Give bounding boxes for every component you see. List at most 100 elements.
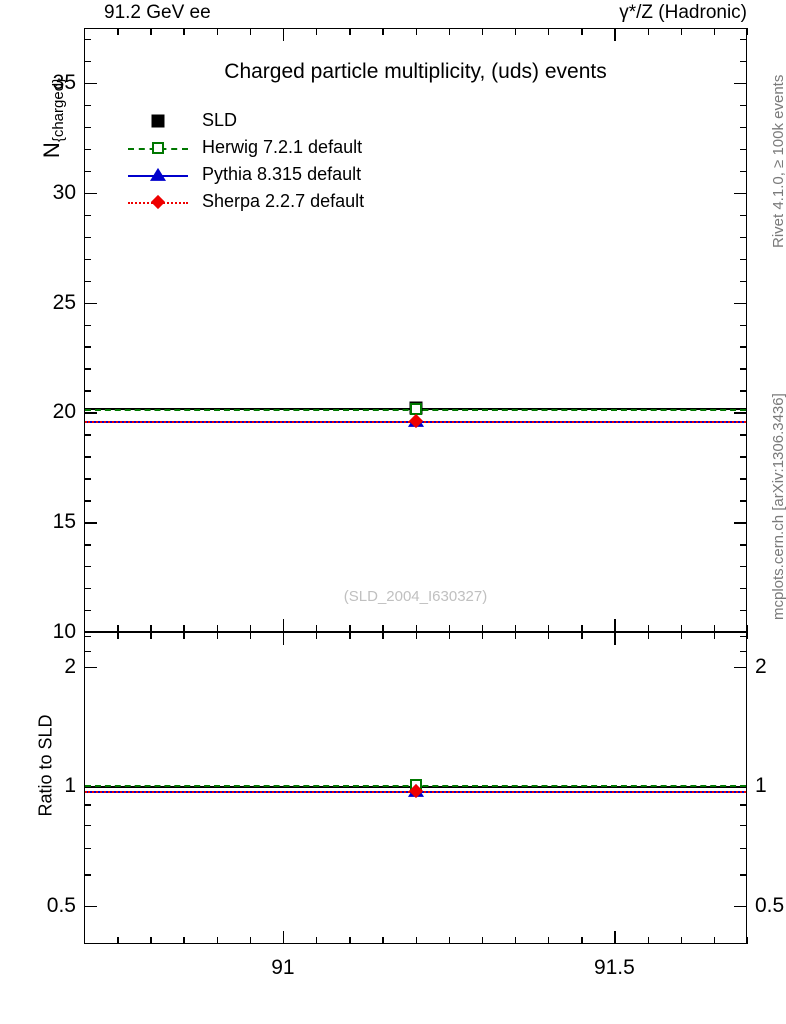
tick-mark	[84, 192, 97, 195]
tick-mark	[216, 632, 218, 639]
main-y-tick-label: 25	[52, 290, 76, 314]
tick-mark	[740, 126, 747, 129]
legend: SLD Herwig 7.2.1 default Pythia 8.315 defa…	[128, 108, 458, 216]
tick-mark	[249, 937, 252, 944]
tick-mark	[448, 28, 451, 35]
tick-mark	[481, 625, 484, 632]
tick-mark	[740, 60, 747, 63]
tick-mark	[84, 566, 91, 568]
tick-mark	[415, 632, 417, 639]
header-process: γ*/Z (Hadronic)	[619, 2, 747, 23]
tick-mark	[740, 478, 747, 480]
tick-mark	[349, 632, 351, 639]
legend-marker-filled-square	[151, 114, 165, 128]
tick-mark	[614, 931, 616, 944]
tick-mark	[84, 28, 86, 35]
tick-mark	[282, 632, 285, 645]
tick-mark	[734, 82, 747, 85]
tick-mark	[84, 38, 91, 41]
tick-mark	[740, 236, 747, 239]
tick-mark	[740, 390, 747, 392]
legend-label: Pythia 8.315 default	[202, 164, 362, 184]
tick-mark	[84, 60, 91, 63]
tick-mark	[740, 610, 747, 612]
tick-mark	[740, 824, 747, 827]
tick-mark	[183, 28, 185, 35]
tick-mark	[680, 625, 683, 632]
tick-mark	[740, 500, 747, 502]
tick-mark	[614, 632, 616, 645]
tick-mark	[740, 588, 747, 590]
tick-mark	[713, 28, 716, 35]
main-y-axis-label: N{charged}	[39, 77, 67, 159]
tick-mark	[448, 632, 451, 639]
tick-mark	[740, 544, 747, 546]
tick-mark	[84, 632, 86, 639]
tick-mark	[481, 632, 484, 639]
ratio-data-area	[85, 633, 746, 943]
tick-mark	[84, 666, 97, 669]
tick-mark	[282, 931, 285, 944]
tick-mark	[316, 28, 318, 35]
tick-mark	[415, 625, 417, 632]
tick-mark	[614, 28, 616, 41]
legend-entry[interactable]: Herwig 7.2.1 default	[128, 135, 458, 162]
tick-mark	[747, 625, 749, 632]
tick-mark	[84, 804, 91, 806]
tick-mark	[84, 126, 91, 129]
tick-mark	[740, 847, 747, 850]
tick-mark	[734, 412, 747, 414]
tick-mark	[647, 632, 649, 639]
tick-mark	[84, 434, 91, 436]
tick-mark	[249, 28, 252, 35]
tick-mark	[382, 625, 384, 632]
tick-mark	[740, 650, 747, 652]
tick-mark	[581, 28, 583, 35]
ratio-y-tick-label-right: 2	[755, 654, 767, 678]
tick-mark	[117, 937, 119, 944]
tick-mark	[84, 847, 91, 850]
legend-key	[128, 108, 188, 135]
tick-mark	[548, 28, 550, 35]
legend-entry[interactable]: Sherpa 2.2.7 default	[128, 189, 458, 216]
tick-mark	[734, 666, 747, 669]
tick-mark	[150, 28, 152, 35]
tick-mark	[249, 632, 252, 639]
ratio-y-axis-label: Ratio to SLD	[35, 714, 56, 817]
mcplots-source-note: mcplots.cern.ch [arXiv:1306.3436]	[770, 393, 786, 620]
tick-mark	[84, 500, 91, 502]
tick-mark	[740, 368, 747, 370]
tick-mark	[84, 346, 91, 348]
legend-entry[interactable]: Pythia 8.315 default	[128, 162, 458, 189]
tick-mark	[581, 937, 583, 944]
tick-mark	[740, 170, 747, 173]
legend-entry[interactable]: SLD	[128, 108, 458, 135]
ratio-y-tick-label: 1	[64, 774, 76, 798]
tick-mark	[514, 632, 517, 639]
tick-mark	[282, 28, 285, 41]
tick-mark	[448, 937, 451, 944]
tick-mark	[734, 522, 747, 524]
tick-mark	[316, 625, 318, 632]
tick-mark	[150, 632, 152, 639]
tick-mark	[216, 937, 218, 944]
tick-mark	[740, 38, 747, 41]
legend-key	[128, 135, 188, 162]
tick-mark	[84, 324, 91, 326]
tick-mark	[740, 635, 747, 637]
tick-mark	[84, 478, 91, 480]
legend-key	[128, 189, 188, 216]
legend-key	[128, 162, 188, 189]
tick-mark	[84, 937, 86, 944]
tick-mark	[84, 650, 91, 652]
tick-mark	[740, 324, 747, 326]
tick-mark	[84, 412, 97, 414]
tick-mark	[84, 368, 91, 370]
tick-mark	[216, 625, 218, 632]
tick-mark	[84, 104, 91, 107]
legend-marker-filled-triangle	[150, 167, 166, 181]
tick-mark	[734, 302, 747, 304]
tick-mark	[481, 28, 484, 35]
x-tick-label: 91.5	[593, 956, 635, 979]
rivet-version-note: Rivet 4.1.0, ≥ 100k events	[770, 74, 786, 248]
